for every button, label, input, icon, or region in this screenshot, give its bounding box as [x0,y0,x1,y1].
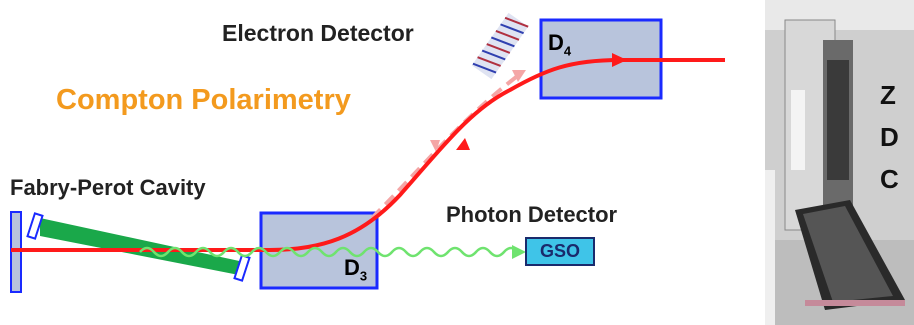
electron-detector-label: Electron Detector [222,20,414,46]
zdc-letter-z: Z [880,80,896,110]
diagram-title: Compton Polarimetry [56,84,351,116]
upper-mirror [26,212,44,240]
beam-arrow-end [612,53,627,67]
photon-path [139,246,519,258]
magnet-d3-label: D3 [344,255,368,284]
compton-polarimetry-diagram [10,12,725,293]
zdc-photo [765,0,914,325]
scattered-electron-arrow [512,70,526,82]
fabry-perot-label: Fabry-Perot Cavity [10,175,206,200]
photon-arrow [512,245,526,259]
laser-beam-wedge [40,218,244,276]
gso-detector [525,237,595,266]
photon-detector-label: Photon Detector [446,202,618,227]
scattered-electron-midarrow [430,140,440,152]
electron-detector-icon [471,12,529,80]
magnet-d4-label: D4 [548,30,572,59]
gso-label: GSO [539,241,580,261]
zdc-letter-d: D [880,122,899,152]
beam-arrow-mid [456,138,470,150]
electron-beam [11,58,725,252]
zdc-letter-c: C [880,164,899,194]
